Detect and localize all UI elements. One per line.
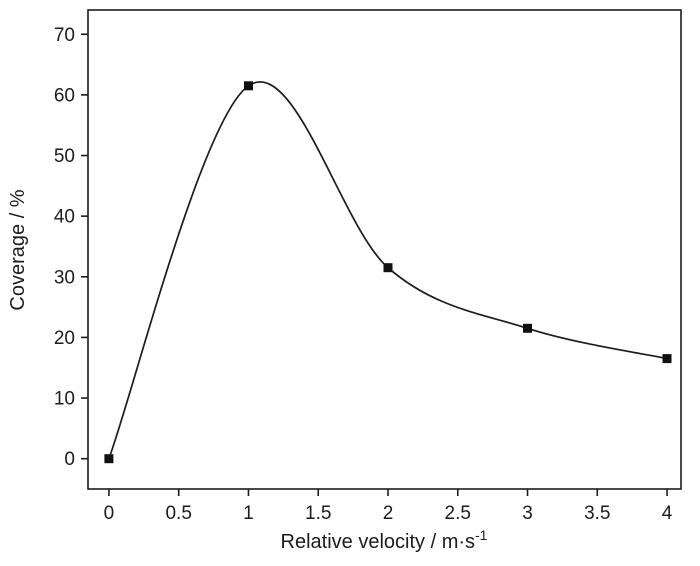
x-tick-label: 1	[243, 503, 254, 524]
data-curve	[108, 81, 668, 460]
data-point-marker	[244, 81, 253, 91]
x-tick-label: 0	[104, 503, 115, 524]
y-tick-label: 0	[64, 449, 75, 470]
x-tick-label: 3	[522, 503, 533, 524]
x-tick-label: 4	[662, 503, 673, 524]
y-tick-label: 70	[54, 25, 75, 46]
x-axis-title-superscript: -1	[475, 527, 488, 543]
x-tick-label: 0.5	[165, 503, 191, 524]
x-tick-label: 1.5	[305, 503, 331, 524]
y-tick-label: 30	[54, 267, 75, 288]
y-tick-label: 10	[54, 389, 75, 410]
x-axis-title: Relative velocity / m·s-1	[281, 527, 488, 553]
x-tick-label: 2	[383, 503, 394, 524]
y-tick-label: 50	[54, 146, 75, 167]
y-axis-title: Coverage / %	[7, 189, 29, 310]
data-point-marker	[383, 263, 393, 273]
data-point-marker	[523, 323, 532, 333]
y-tick-label: 60	[54, 85, 75, 106]
x-axis-title-text: Relative velocity / m·s	[281, 531, 476, 553]
y-tick-label: 20	[54, 328, 75, 349]
plot-frame	[87, 9, 682, 490]
x-tick-label: 2.5	[445, 503, 471, 524]
x-tick-label: 3.5	[584, 503, 610, 524]
data-point-marker	[662, 354, 672, 364]
data-point-marker	[104, 454, 114, 464]
y-tick-label: 40	[54, 207, 75, 228]
